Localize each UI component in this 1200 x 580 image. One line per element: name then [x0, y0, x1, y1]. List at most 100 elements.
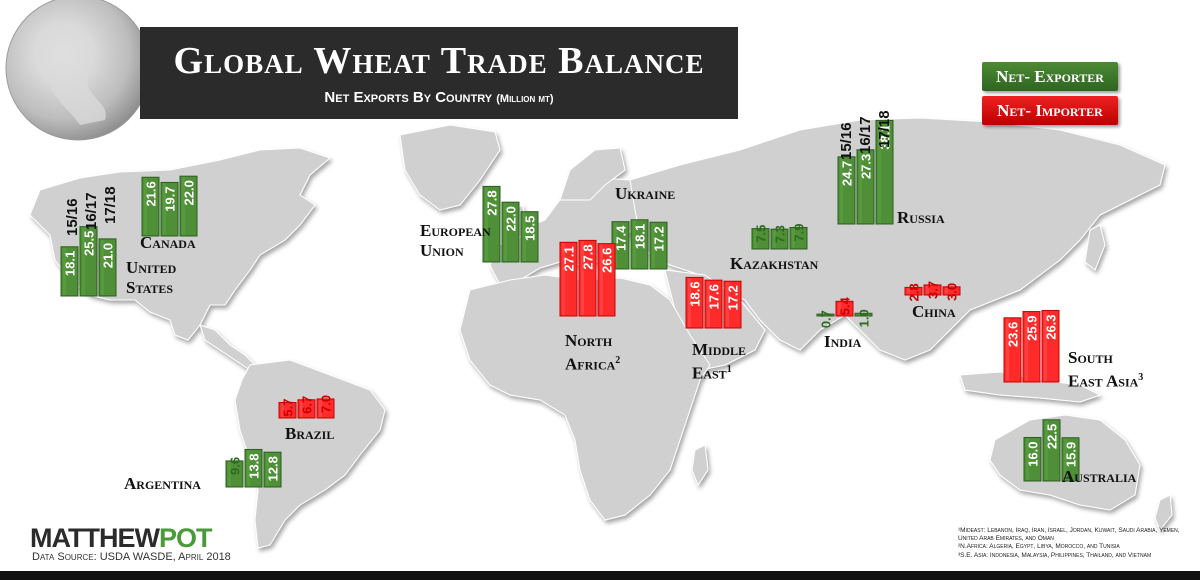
- region-label-line: Ukraine: [615, 184, 676, 203]
- value-label-united-states-1: 18.1: [63, 251, 78, 276]
- value-label-south-east-asia-2: 25.9: [1025, 316, 1040, 341]
- bar-highlight-canada-3: [182, 177, 185, 235]
- value-label-china-2: 3.7: [926, 281, 941, 299]
- year-label-russia-3: 17/18: [876, 110, 893, 148]
- footnote-marker: 3: [1138, 372, 1144, 383]
- region-label-eu: European Union: [420, 221, 491, 261]
- bar-highlight-north-africa-3: [600, 244, 603, 315]
- footnote-marker: 1: [726, 364, 732, 375]
- value-label-brazil-1: 5.7: [281, 398, 296, 416]
- value-label-canada-2: 19.7: [163, 186, 178, 211]
- bar-china-2: [923, 284, 942, 296]
- value-label-australia-1: 16.0: [1026, 441, 1041, 466]
- chart-subtitle: Net Exports By Country (Million mt): [140, 89, 738, 106]
- bar-highlight-argentina-1: [228, 461, 231, 486]
- region-label-kazakhstan: Kazakhstan: [730, 254, 818, 274]
- value-label-middle-east-3: 17.2: [726, 285, 741, 310]
- brand-part2: POT: [158, 523, 213, 553]
- bar-highlight-china-3: [945, 287, 948, 294]
- year-label-united-states-3: 17/18: [102, 186, 119, 224]
- value-label-russia-3: 38.1: [878, 124, 893, 149]
- value-label-india-1: 0.7: [819, 310, 834, 328]
- footnote-mideast: ¹Mideast: Lebanon, Iraq, Iran, Israel, J…: [958, 527, 1180, 542]
- region-label-china: China: [912, 302, 956, 322]
- bar-highlight-middle-east-1: [688, 278, 691, 327]
- africa-shape: [459, 274, 711, 521]
- value-label-ukraine-1: 17.4: [614, 225, 629, 251]
- value-label-middle-east-1: 18.6: [688, 281, 703, 306]
- region-label-se-asia: South East Asia3: [1068, 348, 1143, 392]
- value-label-north-africa-1: 27.1: [562, 246, 577, 271]
- new-zealand-shape: [1154, 494, 1173, 531]
- bar-highlight-european-union-3: [523, 212, 526, 261]
- title-banner: Global Wheat Trade Balance Net Exports B…: [140, 27, 738, 119]
- bar-highlight-north-africa-2: [581, 241, 584, 315]
- value-label-south-east-asia-3: 26.3: [1044, 314, 1059, 339]
- region-label-line: United: [126, 258, 177, 277]
- region-label-north-africa: North Africa2: [565, 331, 620, 375]
- south-america-shape: [234, 359, 386, 549]
- region-label-line: Brazil: [285, 424, 335, 443]
- value-label-ukraine-2: 18.1: [633, 224, 648, 249]
- region-label-line: East Asia3: [1068, 371, 1144, 391]
- legend-importer: Net- Importer: [982, 96, 1118, 125]
- value-label-australia-2: 22.5: [1045, 424, 1060, 449]
- value-label-ukraine-3: 17.2: [652, 226, 667, 251]
- region-label-us: United States: [126, 258, 176, 298]
- year-label-united-states-2: 16/17: [83, 192, 100, 230]
- value-label-canada-3: 22.0: [182, 180, 197, 205]
- region-label-middle-east: Middle East1: [692, 340, 746, 384]
- region-label-line: China: [912, 302, 956, 321]
- brand-part1: MATTHEW: [30, 523, 160, 553]
- bar-highlight-ukraine-2: [633, 220, 636, 268]
- bar-highlight-middle-east-3: [726, 282, 729, 327]
- bar-highlight-united-states-2: [82, 227, 85, 295]
- central-america-shape: [199, 324, 256, 371]
- bar-marks: 18.125.5 21.021.6 19.7 22.0 27.822.0 18.5 17.4…: [60, 119, 1080, 488]
- region-label-india: India: [824, 332, 861, 352]
- bottom-bar: [0, 571, 1200, 580]
- subtitle-text: Net Exports By Country: [324, 89, 493, 106]
- greenland-shape: [399, 124, 501, 211]
- subtitle-unit: (Million mt): [496, 93, 554, 105]
- bar-highlight-united-states-1: [63, 247, 66, 295]
- bar-highlight-canada-1: [144, 178, 147, 235]
- bar-highlight-india-2: [838, 302, 841, 315]
- bar-highlight-south-east-asia-3: [1044, 311, 1047, 381]
- region-label-line: Argentina: [124, 474, 201, 493]
- value-label-european-union-3: 18.5: [523, 216, 538, 241]
- region-label-line: Russia: [897, 208, 945, 227]
- region-label-line: South: [1068, 348, 1113, 367]
- bar-highlight-australia-1: [1026, 438, 1029, 480]
- region-label-line: Union: [420, 241, 464, 260]
- bar-highlight-south-east-asia-1: [1006, 318, 1009, 381]
- bar-highlight-australia-2: [1045, 420, 1048, 480]
- region-label-line: Australia: [1062, 467, 1137, 486]
- year-label-russia-2: 16/17: [857, 116, 874, 154]
- region-label-brazil: Brazil: [285, 424, 334, 444]
- value-label-middle-east-2: 17.6: [707, 284, 722, 309]
- bar-highlight-kazakhstan-3: [792, 228, 795, 248]
- footnotes: ¹Mideast: Lebanon, Iraq, Iran, Israel, J…: [958, 527, 1194, 560]
- region-label-line: European: [420, 221, 491, 240]
- bar-highlight-brazil-2: [300, 400, 303, 417]
- footnote-se-asia: ³S.E. Asia: Indonesia, Malaysia, Philipp…: [958, 551, 1152, 559]
- bar-highlight-brazil-3: [319, 399, 322, 417]
- value-label-australia-3: 15.9: [1064, 442, 1079, 467]
- bar-highlight-india-3: [857, 314, 860, 315]
- bar-china-1: [904, 286, 923, 296]
- legend-exporter: Net- Exporter: [982, 62, 1118, 91]
- bar-highlight-brazil-1: [281, 403, 284, 417]
- bar-india-1: [816, 313, 835, 317]
- value-label-india-3: 1.0: [857, 309, 872, 327]
- year-label-russia-1: 15/16: [838, 122, 855, 160]
- bar-highlight-russia-3: [878, 121, 881, 223]
- bar-india-3: [854, 312, 873, 317]
- madagascar-shape: [691, 444, 709, 487]
- footnote-marker: 2: [615, 355, 621, 366]
- region-label-line: North: [565, 331, 613, 350]
- bar-highlight-china-1: [907, 288, 910, 294]
- region-label-line: Kazakhstan: [730, 254, 819, 273]
